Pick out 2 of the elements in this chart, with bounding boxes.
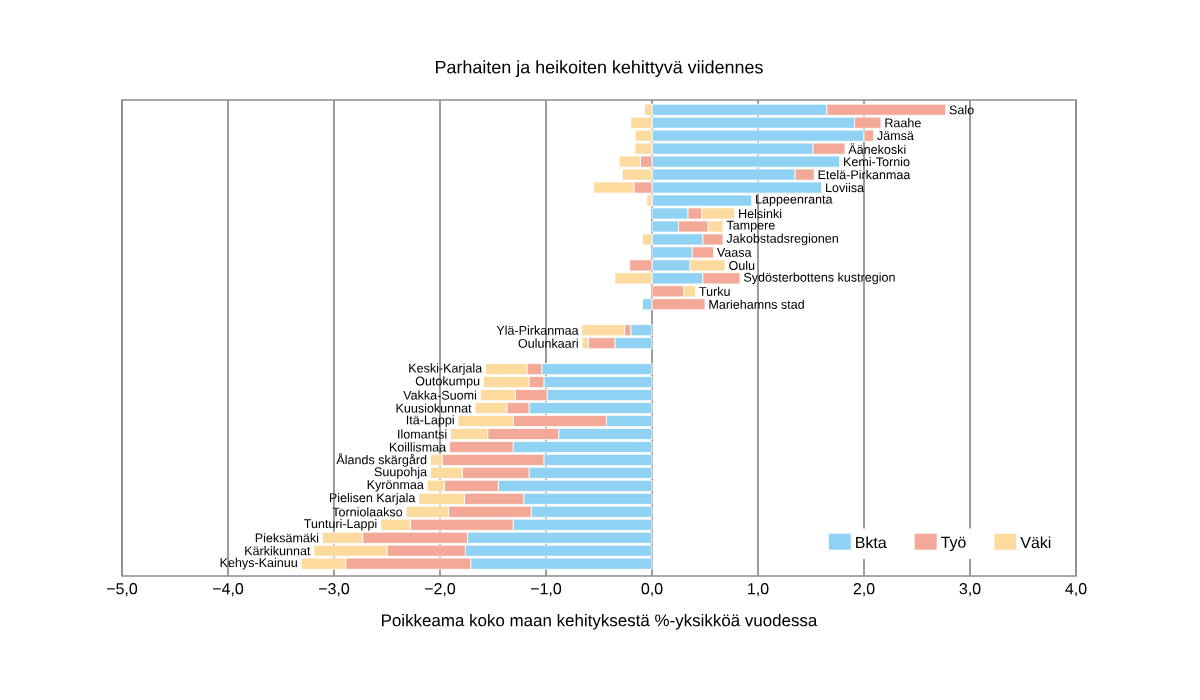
x-axis-title: Poikkeama koko maan kehityksestä %-yksikköä vuodessa bbox=[381, 613, 818, 630]
chart-title: Parhaiten ja heikoiten kehittyvä viidennes bbox=[435, 60, 763, 78]
